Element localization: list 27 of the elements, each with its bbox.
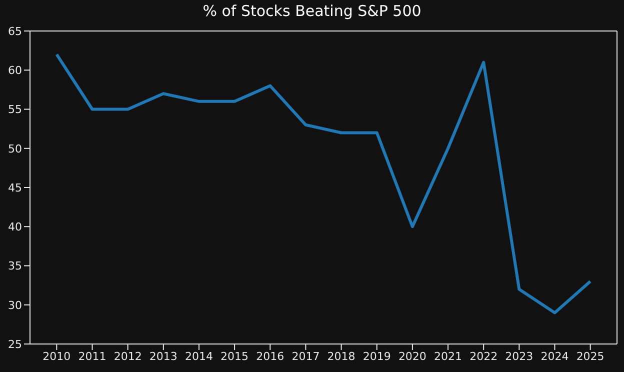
line-series [55,52,592,314]
x-tick-label: 2017 [292,350,320,363]
y-tick-label: 45 [8,181,22,194]
y-tick-label: 60 [8,64,22,78]
x-tick-label: 2012 [114,350,142,363]
x-tick-label: 2010 [42,350,71,363]
x-tick-label: 2023 [505,350,534,363]
x-tick-label: 2016 [256,350,284,363]
x-tick-label: 2020 [398,350,426,363]
x-tick-label: 2024 [540,350,569,363]
x-tick-label: 2021 [434,350,462,363]
y-tick-label: 65 [8,24,22,38]
x-tick-label: 2018 [327,350,356,363]
y-tick-label: 35 [8,260,22,273]
y-tick-label: 30 [8,298,22,312]
y-tick-label: 50 [8,142,22,156]
x-tick-label: 2011 [78,350,106,363]
x-tick-label: 2013 [149,350,178,363]
y-tick-label: 40 [8,220,22,234]
x-tick-label: 2025 [576,350,604,363]
y-tick-label: 25 [8,338,22,351]
x-tick-label: 2022 [470,350,498,363]
x-tick-label: 2014 [184,350,213,363]
chart-title: % of Stocks Beating S&P 500 [202,2,422,20]
x-tick-label: 2019 [362,350,391,363]
x-tick-label: 2015 [220,350,249,363]
y-tick-label: 55 [8,103,22,116]
